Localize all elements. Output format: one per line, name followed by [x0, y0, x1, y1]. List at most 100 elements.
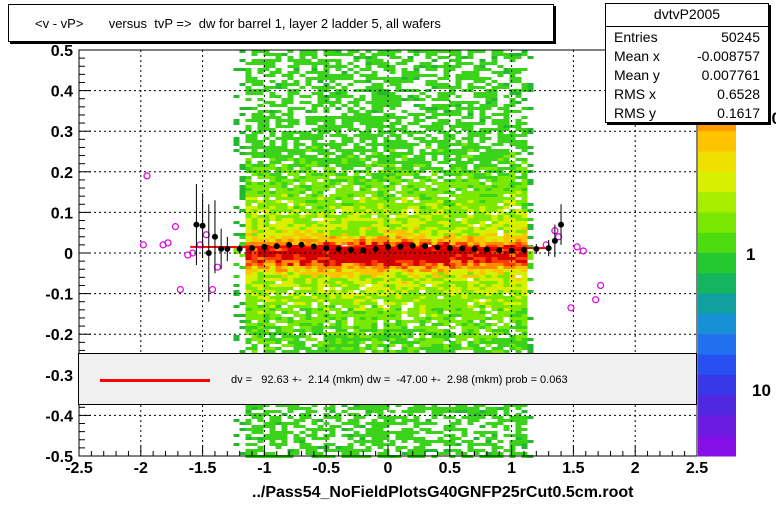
heatmap-cell [389, 326, 396, 329]
colorbar-segment [698, 354, 736, 376]
heatmap-cell [275, 257, 282, 260]
heatmap-cell [461, 317, 468, 320]
heatmap-cell [269, 200, 276, 203]
heatmap-cell [479, 212, 486, 215]
heatmap-cell [365, 230, 372, 233]
heatmap-cell [317, 284, 324, 287]
heatmap-cell [443, 146, 450, 149]
heatmap-cell [455, 149, 462, 152]
heatmap-cell [467, 113, 474, 116]
heatmap-cell [485, 338, 492, 341]
heatmap-cell [287, 233, 294, 236]
heatmap-cell [395, 416, 402, 419]
heatmap-cell [509, 416, 516, 419]
heatmap-cell [491, 290, 498, 293]
heatmap-cell [389, 227, 396, 230]
heatmap-cell [335, 131, 342, 134]
heatmap-cell [413, 278, 420, 281]
heatmap-cell [431, 266, 438, 269]
heatmap-cell [473, 323, 480, 326]
heatmap-cell [431, 323, 438, 326]
heatmap-cell [443, 62, 450, 65]
heatmap-cell [269, 233, 276, 236]
heatmap-cell [485, 95, 492, 98]
heatmap-cell [371, 173, 378, 176]
heatmap-cell [293, 404, 300, 407]
heatmap-cell [347, 236, 354, 239]
heatmap-cell [413, 197, 420, 200]
heatmap-cell [377, 242, 384, 245]
heatmap-cell [485, 251, 492, 254]
heatmap-cell [437, 338, 444, 341]
heatmap-cell [509, 173, 516, 176]
heatmap-cell [419, 257, 426, 260]
heatmap-cell [347, 428, 354, 431]
heatmap-cell [497, 287, 504, 290]
heatmap-cell [245, 347, 252, 350]
heatmap-cell [389, 116, 396, 119]
heatmap-cell [491, 215, 498, 218]
heatmap-cell [239, 209, 246, 212]
heatmap-cell [299, 188, 306, 191]
heatmap-cell [413, 446, 420, 449]
heatmap-cell [239, 83, 246, 86]
heatmap-cell [407, 350, 414, 353]
heatmap-cell [335, 95, 342, 98]
heatmap-cell [251, 146, 258, 149]
heatmap-cell [371, 209, 378, 212]
heatmap-cell [377, 50, 384, 53]
heatmap-cell [299, 287, 306, 290]
heatmap-cell [251, 431, 258, 434]
heatmap-cell [503, 140, 510, 143]
heatmap-cell [365, 245, 372, 248]
heatmap-cell [287, 218, 294, 221]
heatmap-cell [515, 287, 522, 290]
heatmap-cell [359, 293, 366, 296]
heatmap-cell [509, 275, 516, 278]
heatmap-cell [521, 341, 528, 344]
heatmap-cell [455, 323, 462, 326]
heatmap-cell [467, 248, 474, 251]
heatmap-cell [383, 146, 390, 149]
heatmap-cell [245, 164, 252, 167]
heatmap-cell [479, 272, 486, 275]
heatmap-cell [263, 197, 270, 200]
heatmap-cell [383, 164, 390, 167]
heatmap-cell [263, 410, 270, 413]
heatmap-cell [503, 260, 510, 263]
heatmap-cell [347, 137, 354, 140]
heatmap-cell [467, 179, 474, 182]
heatmap-cell [365, 197, 372, 200]
heatmap-cell [347, 119, 354, 122]
heatmap-cell [305, 257, 312, 260]
heatmap-cell [479, 404, 486, 407]
heatmap-cell [485, 206, 492, 209]
heatmap-cell [335, 134, 342, 137]
heatmap-cell [317, 227, 324, 230]
heatmap-cell [467, 110, 474, 113]
heatmap-cell [275, 422, 282, 425]
heatmap-cell [329, 146, 336, 149]
heatmap-cell [425, 311, 432, 314]
heatmap-cell [293, 122, 300, 125]
heatmap-cell [293, 140, 300, 143]
heatmap-cell [473, 77, 480, 80]
heatmap-cell [329, 152, 336, 155]
heatmap-cell [395, 155, 402, 158]
heatmap-cell [443, 113, 450, 116]
heatmap-cell [299, 56, 306, 59]
heatmap-cell [467, 446, 474, 449]
heatmap-cell [389, 323, 396, 326]
heatmap-cell [353, 434, 360, 437]
heatmap-cell [401, 164, 408, 167]
heatmap-cell [263, 338, 270, 341]
heatmap-cell [299, 209, 306, 212]
heatmap-cell [281, 266, 288, 269]
heatmap-cell [449, 113, 456, 116]
heatmap-cell [245, 293, 252, 296]
heatmap-cell [365, 128, 372, 131]
heatmap-cell [353, 104, 360, 107]
heatmap-cell [503, 71, 510, 74]
heatmap-cell [305, 305, 312, 308]
heatmap-cell [347, 260, 354, 263]
